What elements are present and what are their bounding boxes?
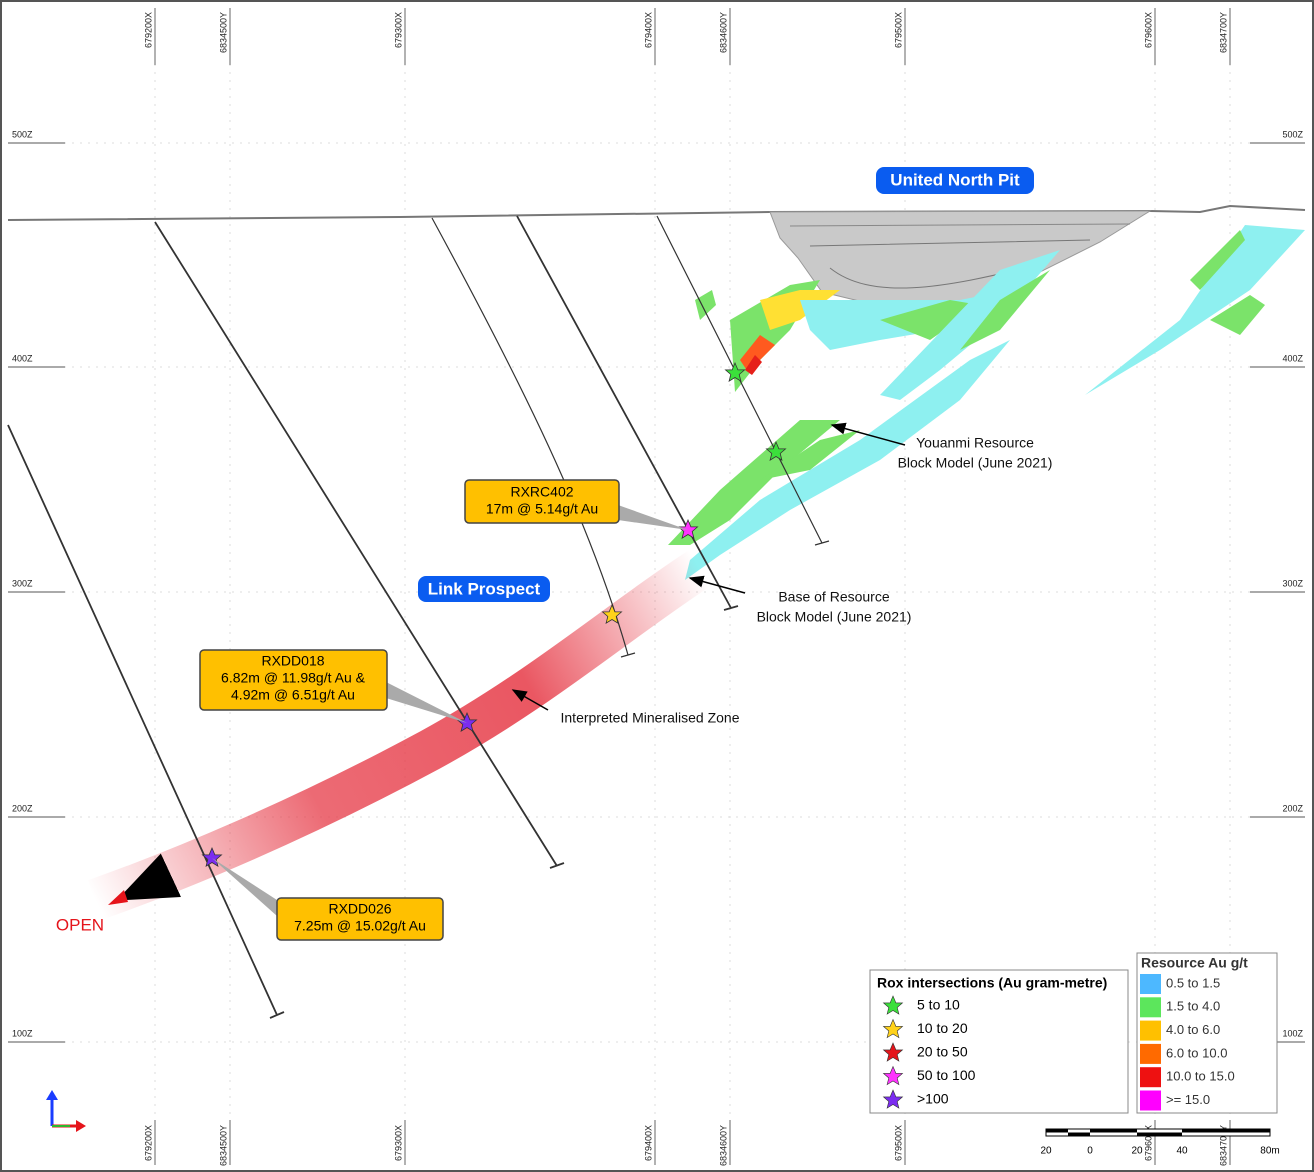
easting-label: 679500X [893, 12, 903, 48]
easting-label: 6834600Y [718, 12, 728, 53]
legend-label: 10.0 to 15.0 [1166, 1069, 1235, 1084]
legend-label: 10 to 20 [917, 1020, 968, 1036]
elevation-label: 200Z [1282, 803, 1303, 813]
pit-bench [789, 223, 1131, 227]
prospect-label-box [418, 576, 550, 602]
easting-label: 6834700Y [1218, 1125, 1228, 1166]
scale-label: 80m [1260, 1146, 1279, 1157]
elevation-label: 300Z [12, 578, 33, 588]
legend-label: 4.0 to 6.0 [1166, 1022, 1220, 1037]
scale-label: 0 [1087, 1146, 1093, 1157]
intercept: 17m @ 5.14g/t Au [486, 501, 598, 517]
elevation-label: 400Z [1282, 353, 1303, 363]
scale-label: 20 [1131, 1146, 1143, 1157]
easting-label: 679300X [393, 12, 403, 48]
easting-label: 679300X [393, 1125, 403, 1161]
easting-label: 679400X [643, 1125, 653, 1161]
legend-label: 50 to 100 [917, 1067, 976, 1083]
easting-label: 6834600Y [718, 1125, 728, 1166]
legend-label: 20 to 50 [917, 1044, 968, 1060]
elevation-label: 100Z [1282, 1028, 1303, 1038]
easting-label: 679600X [1143, 12, 1153, 48]
hole-id: RXDD018 [261, 653, 324, 669]
annotation-arrows [511, 422, 906, 711]
annotation: Block Model (June 2021) [898, 455, 1053, 471]
easting-label: 679400X [643, 12, 653, 48]
legend-label: >100 [917, 1091, 949, 1107]
callout-pointers [212, 505, 688, 916]
open-arrow [116, 853, 182, 901]
legend-swatch [1140, 1020, 1161, 1041]
open-arrowhead [108, 890, 128, 905]
scale-bar: 20 0 20 40 80m [1040, 1128, 1280, 1157]
hole-id: RXRC402 [510, 484, 573, 500]
grid: 679200X 679200X 6834500Y 6834500Y 679300X 679… [8, 8, 1305, 1166]
callout-boxes [199, 479, 620, 941]
legend-title: Rox intersections (Au gram-metre) [877, 975, 1107, 991]
legend: 0.5 to 1.5 1.5 to 4.0 4.0 to 6.0 6.0 to 10.… [1140, 974, 1235, 1111]
easting-label: 6834500Y [218, 12, 228, 53]
easting-label: 6834500Y [218, 1125, 228, 1166]
legend-swatch [1140, 1067, 1161, 1088]
easting-label: 6834700Y [1218, 12, 1228, 53]
legend-swatch [1140, 1043, 1161, 1064]
mineralised-zone [88, 550, 712, 920]
legend-box [869, 969, 1129, 1114]
intercept: 7.25m @ 15.02g/t Au [294, 918, 426, 934]
legend-swatch [1140, 974, 1161, 994]
easting-label: 679500X [893, 1125, 903, 1161]
intercept: 6.82m @ 11.98g/t Au & [221, 670, 366, 686]
easting-label: 679200X [143, 1125, 153, 1161]
legend-label: 0.5 to 1.5 [1166, 975, 1220, 990]
scale-label: 40 [1176, 1146, 1188, 1157]
elevation-label: 400Z [12, 353, 33, 363]
hole-id: RXDD026 [328, 901, 391, 917]
annotation: Interpreted Mineralised Zone [561, 710, 740, 726]
elevation-label: 500Z [1282, 129, 1303, 139]
easting-label: 679200X [143, 12, 153, 48]
legend-title: Resource Au g/t [1141, 955, 1248, 971]
pit-label: United North Pit [890, 170, 1020, 189]
axis-triad [46, 1090, 86, 1132]
prospect-label: Link Prospect [428, 579, 541, 598]
elevation-label: 300Z [1282, 578, 1303, 588]
legend-swatch [1140, 1090, 1161, 1111]
elevation-label: 100Z [12, 1028, 33, 1038]
legend-swatch [1140, 997, 1161, 1018]
legend-label: 6.0 to 10.0 [1166, 1045, 1227, 1060]
drill-holes [7, 215, 830, 1019]
elevation-label: 200Z [12, 803, 33, 813]
pit-label-box [876, 167, 1034, 194]
legend-label: 5 to 10 [917, 997, 960, 1013]
open-label: OPEN [56, 915, 104, 934]
elevation-label: 500Z [12, 129, 33, 139]
resource-blocks [668, 225, 1305, 580]
legend: 5 to 10 10 to 20 20 to 50 50 to 100 >100 [883, 995, 976, 1109]
annotation: Block Model (June 2021) [757, 609, 912, 625]
easting-label: 679600X [1143, 1125, 1153, 1161]
annotation: Youanmi Resource [916, 435, 1034, 451]
scale-label: 20 [1040, 1146, 1052, 1157]
annotation: Base of Resource [778, 589, 889, 605]
legend-label: >= 15.0 [1166, 1092, 1210, 1107]
intercept: 4.92m @ 6.51g/t Au [231, 687, 355, 703]
legend-label: 1.5 to 4.0 [1166, 999, 1220, 1014]
